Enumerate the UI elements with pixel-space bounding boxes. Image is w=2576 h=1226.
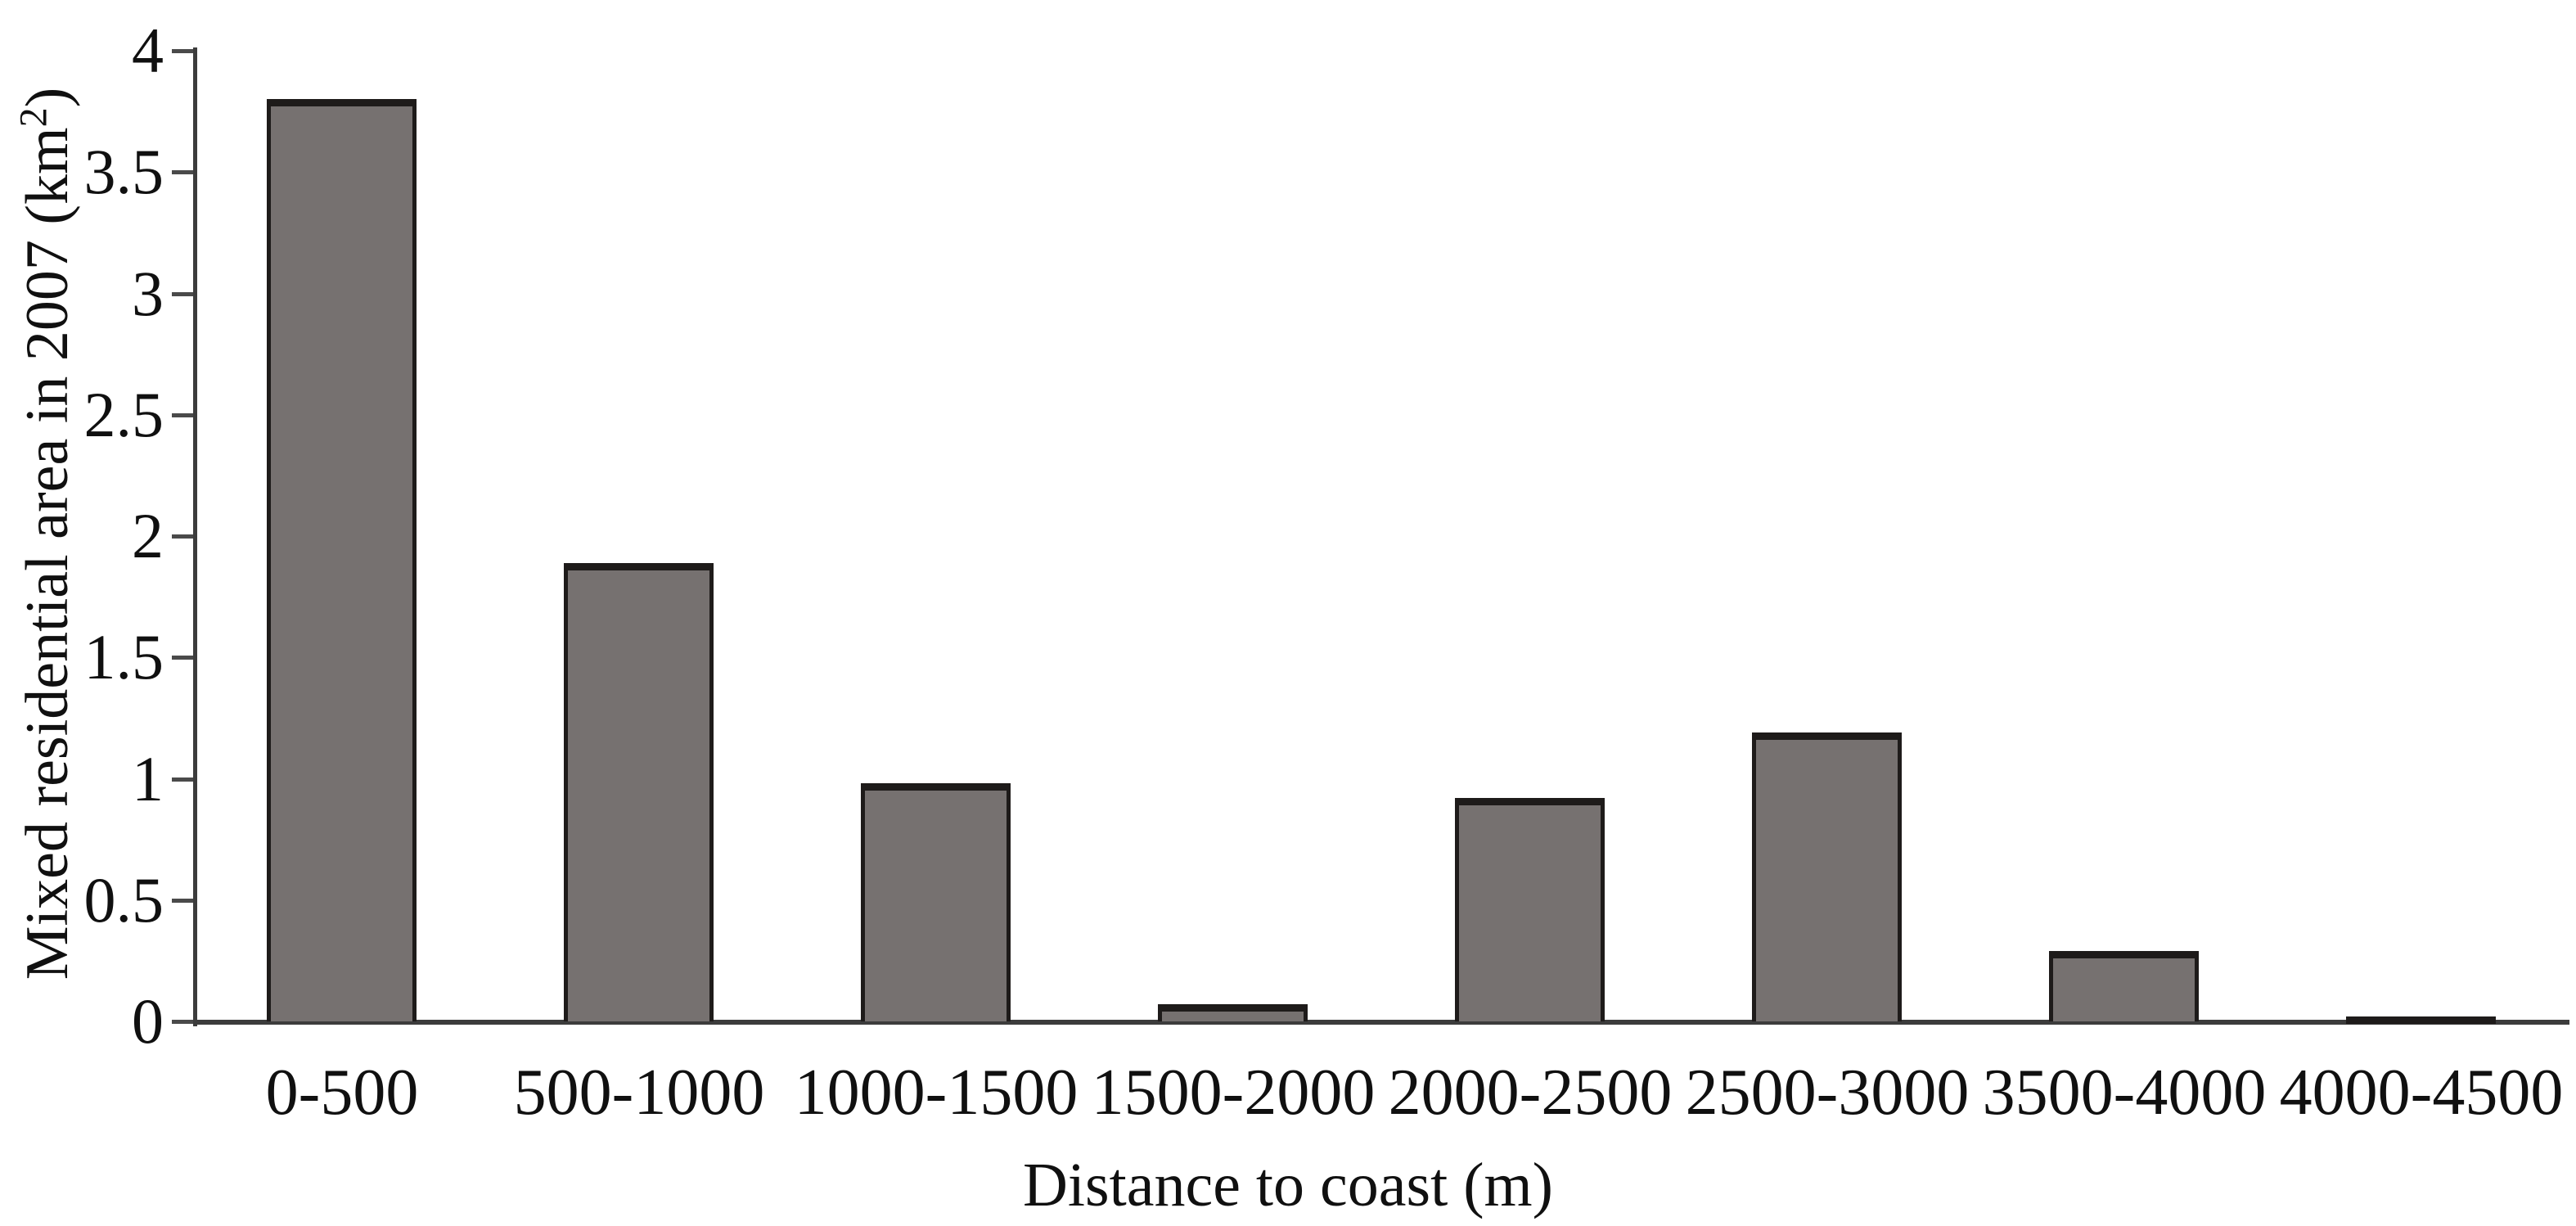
y-axis-title-close-paren: )	[14, 87, 81, 108]
x-axis-tick-label: 1000-1500	[794, 1057, 1079, 1129]
bar-0-500	[267, 99, 417, 1021]
x-axis-tick-label: 1500-2000	[1091, 1057, 1376, 1129]
y-axis-tick-mark	[172, 656, 193, 660]
y-axis-tick-label: 2	[132, 500, 164, 571]
x-axis-tick-label: 2000-2500	[1388, 1057, 1673, 1129]
x-axis-tick-label: 4000-4500	[2279, 1057, 2564, 1129]
y-axis-tick-mark	[172, 899, 193, 903]
y-axis-tick-mark	[172, 1020, 193, 1024]
y-axis-line	[193, 47, 197, 1026]
y-axis-tick-mark	[172, 49, 193, 53]
y-axis-tick-label: 0	[132, 985, 164, 1057]
y-axis-tick-label: 2.5	[83, 379, 164, 450]
bar-2500-3000	[1752, 732, 1902, 1021]
y-axis-tick-mark	[172, 778, 193, 782]
y-axis-tick-label: 4	[132, 15, 164, 86]
y-axis-title-superscript: 2	[11, 107, 56, 128]
y-axis-tick-label: 1	[132, 743, 164, 814]
y-axis-tick-label: 1.5	[83, 621, 164, 692]
bar-1500-2000	[1158, 1004, 1308, 1021]
y-axis-tick-mark	[172, 292, 193, 296]
x-axis-title: Distance to coast (m)	[1023, 1151, 1553, 1219]
y-axis-tick-label: 0.5	[83, 864, 164, 935]
x-axis-tick-label: 500-1000	[513, 1057, 765, 1129]
bar-3500-4000	[2049, 951, 2199, 1021]
y-axis-tick-mark	[172, 413, 193, 417]
bar-4000-4500	[2346, 1016, 2496, 1024]
bar-2000-2500	[1455, 798, 1605, 1021]
y-axis-tick-label: 3.5	[83, 136, 164, 207]
x-axis-tick-label: 2500-3000	[1685, 1057, 1970, 1129]
y-axis-tick-mark	[172, 170, 193, 174]
bar-500-1000	[564, 563, 714, 1021]
x-axis-tick-label: 3500-4000	[1982, 1057, 2267, 1129]
x-axis-line	[193, 1020, 2569, 1025]
bar-1000-1500	[861, 783, 1011, 1021]
y-axis-tick-mark	[172, 534, 193, 539]
x-axis-tick-label: 0-500	[265, 1057, 419, 1129]
y-axis-tick-label: 3	[132, 258, 164, 329]
